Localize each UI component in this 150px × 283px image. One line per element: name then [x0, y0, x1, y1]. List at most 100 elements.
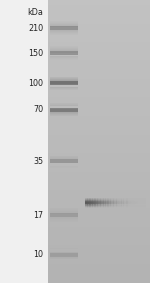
Bar	[48, 245, 150, 246]
Bar	[105, 202, 107, 203]
Bar	[141, 200, 143, 201]
Bar	[48, 141, 150, 142]
Bar	[50, 162, 78, 163]
Bar	[93, 200, 95, 201]
Bar	[50, 25, 78, 26]
Bar	[132, 202, 133, 203]
Bar	[105, 205, 107, 206]
Bar	[88, 206, 90, 207]
Bar	[110, 203, 111, 204]
Bar	[111, 205, 112, 206]
Bar	[48, 168, 150, 169]
Bar	[112, 200, 114, 201]
Bar	[99, 202, 101, 203]
Bar	[135, 199, 136, 200]
Bar	[48, 96, 150, 97]
Bar	[144, 204, 146, 205]
Bar	[102, 205, 103, 206]
Bar	[93, 202, 95, 203]
Bar	[112, 201, 114, 202]
Bar	[90, 201, 91, 202]
Bar	[50, 89, 78, 90]
Bar	[93, 204, 95, 205]
Bar	[118, 198, 120, 199]
Bar	[134, 204, 135, 205]
Bar	[48, 175, 150, 176]
Bar	[96, 198, 98, 199]
Bar	[123, 201, 124, 202]
Bar	[48, 146, 150, 147]
Bar	[48, 12, 150, 13]
Bar	[116, 198, 117, 199]
Bar	[48, 195, 150, 196]
Bar	[48, 247, 150, 248]
Bar	[116, 201, 117, 202]
Bar	[132, 202, 134, 203]
Bar	[124, 204, 126, 205]
Bar	[48, 262, 150, 263]
Bar	[87, 205, 89, 206]
Bar	[142, 200, 144, 201]
Bar	[138, 202, 140, 203]
Bar	[48, 38, 150, 39]
Bar	[117, 198, 119, 199]
Bar	[122, 205, 123, 206]
Bar	[114, 206, 115, 207]
Bar	[48, 8, 150, 9]
Bar	[48, 14, 150, 15]
Bar	[94, 204, 96, 205]
Bar	[48, 122, 150, 123]
Bar	[50, 221, 78, 222]
Bar	[122, 198, 123, 199]
Bar	[93, 203, 95, 204]
Bar	[50, 82, 78, 83]
Bar	[116, 205, 117, 206]
Bar	[110, 198, 111, 199]
Bar	[135, 198, 136, 199]
Bar	[50, 105, 78, 106]
Bar	[99, 203, 100, 204]
Bar	[48, 257, 150, 258]
Bar	[123, 204, 125, 205]
Bar	[96, 205, 97, 206]
Bar	[48, 123, 150, 124]
Bar	[116, 203, 117, 204]
Bar	[48, 267, 150, 268]
Bar	[90, 204, 91, 205]
Bar	[110, 202, 111, 203]
Bar	[88, 198, 90, 199]
Bar	[99, 205, 101, 206]
Bar	[50, 219, 78, 220]
Bar	[120, 199, 122, 200]
Bar	[134, 204, 135, 205]
Bar	[48, 19, 150, 20]
Bar	[126, 202, 128, 203]
Bar	[87, 202, 89, 203]
Bar	[136, 202, 138, 203]
Bar	[100, 203, 102, 204]
Bar	[99, 200, 101, 201]
Bar	[118, 205, 120, 206]
Bar	[108, 203, 110, 204]
Bar	[93, 201, 95, 202]
Bar	[117, 205, 118, 206]
Bar	[102, 205, 104, 206]
Bar	[135, 206, 137, 207]
Bar	[48, 159, 150, 160]
Bar	[48, 86, 150, 87]
Bar	[99, 205, 100, 206]
Bar	[120, 202, 122, 203]
Text: 150: 150	[28, 49, 44, 58]
Bar	[102, 201, 103, 202]
Bar	[85, 203, 87, 204]
Bar	[48, 143, 150, 144]
Bar	[50, 160, 78, 161]
Bar	[106, 201, 108, 202]
Bar	[98, 206, 99, 207]
Bar	[87, 204, 89, 205]
Bar	[140, 202, 141, 203]
Bar	[93, 206, 94, 207]
Bar	[114, 204, 116, 205]
Bar	[132, 199, 133, 200]
Bar	[117, 202, 118, 203]
